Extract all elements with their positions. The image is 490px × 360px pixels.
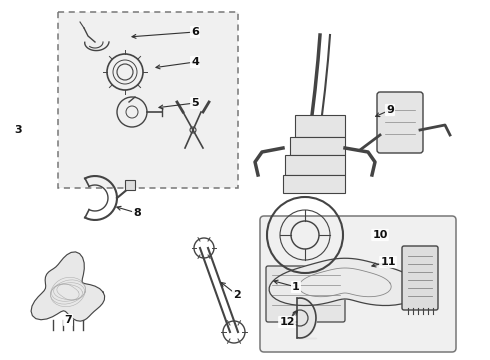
Text: 6: 6 xyxy=(191,27,199,37)
Polygon shape xyxy=(31,252,104,321)
FancyBboxPatch shape xyxy=(266,266,345,322)
Bar xyxy=(125,180,135,190)
FancyBboxPatch shape xyxy=(377,92,423,153)
Bar xyxy=(283,175,345,193)
FancyBboxPatch shape xyxy=(260,216,456,352)
Text: 3: 3 xyxy=(14,125,22,135)
Text: 2: 2 xyxy=(233,290,241,300)
Text: 10: 10 xyxy=(372,230,388,240)
Text: 5: 5 xyxy=(191,98,199,108)
Bar xyxy=(290,137,345,155)
Bar xyxy=(58,12,238,188)
FancyBboxPatch shape xyxy=(402,246,438,310)
Text: 4: 4 xyxy=(191,57,199,67)
Bar xyxy=(285,155,345,175)
Text: 11: 11 xyxy=(380,257,396,267)
Text: 9: 9 xyxy=(386,105,394,115)
Bar xyxy=(295,115,345,137)
Text: 7: 7 xyxy=(64,315,72,325)
Text: 12: 12 xyxy=(279,317,295,327)
Text: 1: 1 xyxy=(292,282,300,292)
Polygon shape xyxy=(269,258,421,306)
Text: 8: 8 xyxy=(133,208,141,218)
